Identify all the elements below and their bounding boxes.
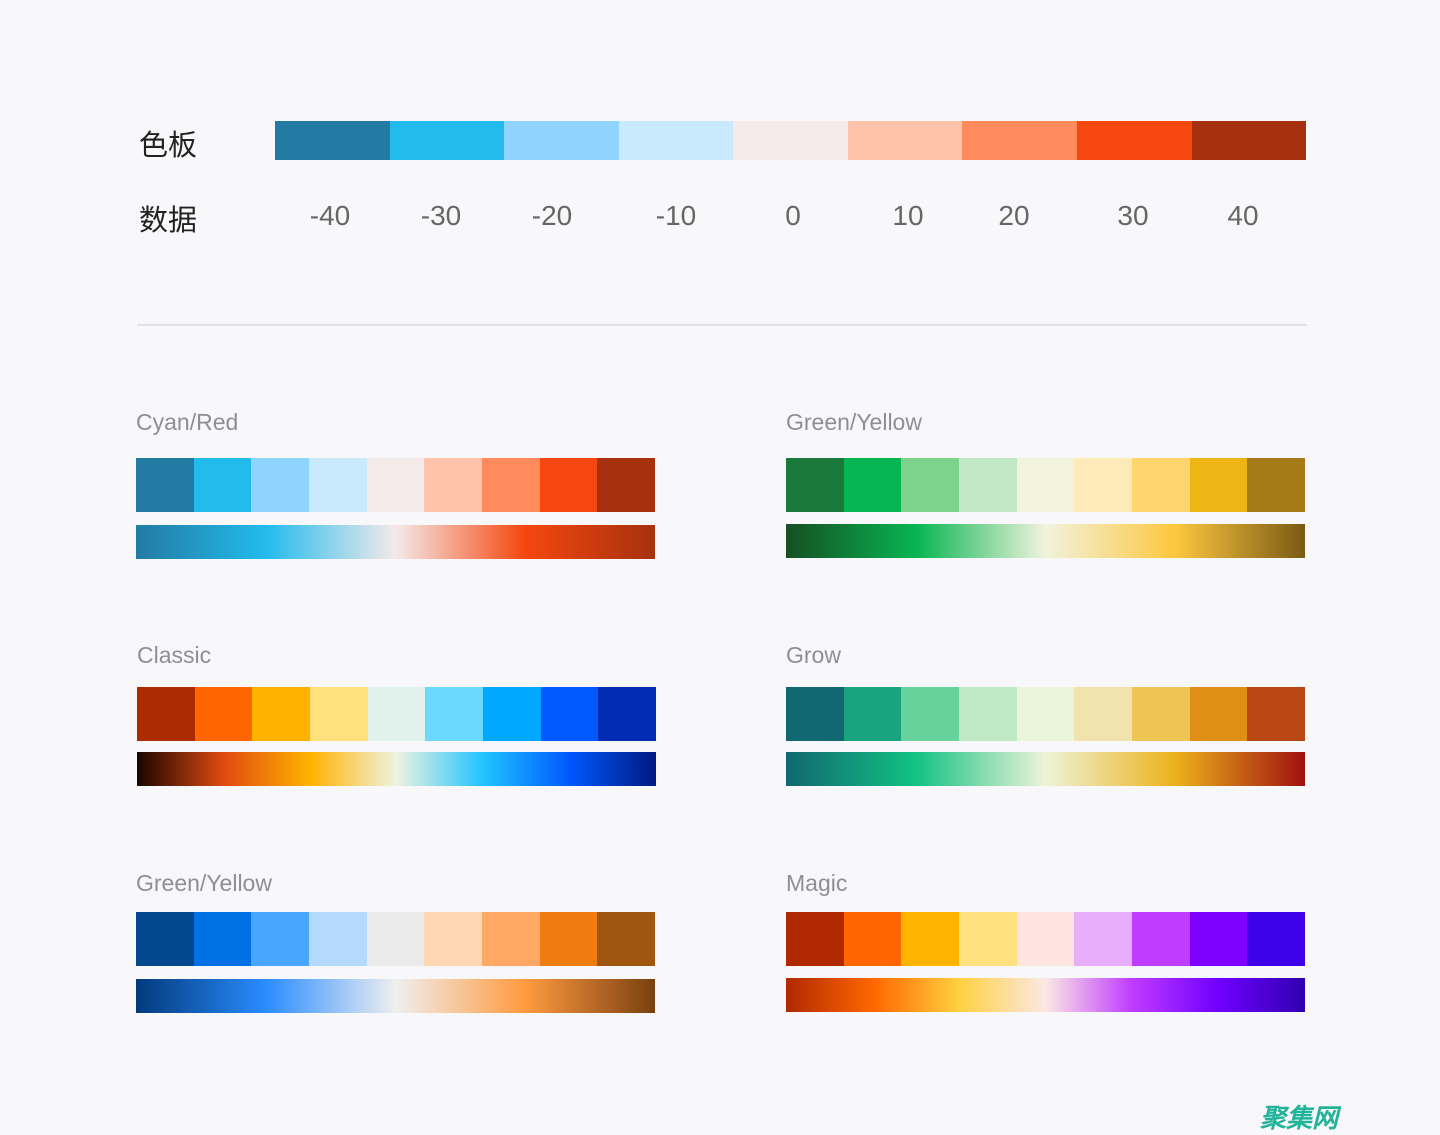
palette-swatch: [1247, 912, 1306, 966]
palette-swatch: [598, 687, 657, 741]
legend-swatch: [275, 121, 390, 160]
palette-swatches: [137, 687, 657, 741]
palette-swatch: [194, 687, 253, 741]
palette-swatch: [483, 687, 541, 741]
palette-swatch: [136, 912, 194, 966]
palette-swatches: [786, 458, 1306, 512]
palette-swatch: [251, 458, 310, 512]
palette-swatch: [136, 458, 194, 512]
palette-swatch: [1247, 687, 1306, 741]
palette-swatch: [843, 458, 902, 512]
palette-swatch: [1247, 458, 1306, 512]
swatch-row-label: 色板: [139, 128, 198, 162]
palette-title: Green/Yellow: [136, 870, 272, 896]
palette-swatch: [786, 687, 844, 741]
palette-title: Grow: [786, 642, 841, 668]
palette-swatch: [424, 458, 483, 512]
palette-gradient: [786, 524, 1305, 558]
palette-swatch: [1016, 458, 1075, 512]
palette-swatch: [137, 687, 195, 741]
palette-swatch: [540, 687, 599, 741]
legend-swatch: [1076, 121, 1192, 160]
legend-value: 30: [1117, 200, 1149, 231]
palette-swatch: [482, 458, 540, 512]
palette-swatch: [1132, 458, 1190, 512]
palette-swatch: [1074, 687, 1133, 741]
palette-swatch: [309, 458, 367, 512]
legend-swatch: [504, 121, 619, 160]
palette-swatch: [310, 687, 368, 741]
palette-swatch: [1074, 912, 1133, 966]
palette-title: Cyan/Red: [136, 409, 239, 435]
palette-swatch: [901, 687, 960, 741]
palette-swatch: [1074, 458, 1133, 512]
palette-swatch: [366, 458, 425, 512]
palette-swatch: [539, 912, 598, 966]
palette-swatch: [1189, 912, 1248, 966]
palette-gradient: [137, 752, 656, 786]
palette-swatch: [786, 458, 844, 512]
palette-swatches: [136, 912, 656, 966]
data-row-label: 数据: [139, 203, 198, 237]
palette-gradient: [786, 752, 1305, 786]
palette-swatch: [901, 458, 960, 512]
palette-swatch: [843, 912, 902, 966]
palette-swatch: [901, 912, 960, 966]
palette-swatch: [597, 912, 656, 966]
palette-swatch: [252, 687, 311, 741]
legend-value: -10: [655, 200, 697, 231]
legend-value: 40: [1227, 200, 1259, 231]
palette-swatches: [136, 458, 656, 512]
palette-swatch: [482, 912, 540, 966]
palette-title: Magic: [786, 870, 848, 896]
watermark-logo: 聚集网: [1260, 1104, 1339, 1134]
palette-swatch: [1132, 687, 1190, 741]
palette-swatch: [786, 912, 844, 966]
legend-swatch: [847, 121, 963, 160]
legend-value: 10: [892, 200, 924, 231]
palette-swatch: [425, 687, 484, 741]
palette-swatch: [539, 458, 598, 512]
palette-swatches: [786, 912, 1306, 966]
palette-swatch: [1189, 458, 1248, 512]
palette-swatch: [251, 912, 310, 966]
palette-swatch: [1016, 687, 1075, 741]
palette-swatch: [193, 912, 252, 966]
palette-gradient: [136, 525, 655, 559]
palette-swatch: [366, 912, 425, 966]
legend-swatch: [389, 121, 505, 160]
legend-swatch: [1191, 121, 1307, 160]
palette-swatch: [367, 687, 426, 741]
palette-swatch: [309, 912, 367, 966]
legend-value: 0: [785, 200, 801, 231]
palette-swatch: [424, 912, 483, 966]
legend-swatch: [962, 121, 1077, 160]
palette-swatch: [959, 687, 1017, 741]
palette-gradient: [136, 979, 655, 1013]
palette-title: Classic: [137, 642, 212, 668]
palette-swatch: [959, 458, 1017, 512]
legend-value: -40: [309, 200, 351, 231]
palette-swatch: [1016, 912, 1075, 966]
legend-value: -20: [531, 200, 573, 231]
legend-value: -30: [420, 200, 462, 231]
palette-swatch: [597, 458, 656, 512]
palette-swatch: [1189, 687, 1248, 741]
divider: [137, 324, 1307, 326]
palette-swatch: [843, 687, 902, 741]
palette-swatch: [959, 912, 1017, 966]
palette-swatches: [786, 687, 1306, 741]
palette-gradient: [786, 978, 1305, 1012]
palette-title: Green/Yellow: [786, 409, 922, 435]
legend-value: 20: [998, 200, 1030, 231]
legend-color-bar: [275, 121, 1307, 160]
legend-swatch: [733, 121, 848, 160]
palette-swatch: [1132, 912, 1190, 966]
legend-swatch: [618, 121, 734, 160]
palette-swatch: [193, 458, 252, 512]
